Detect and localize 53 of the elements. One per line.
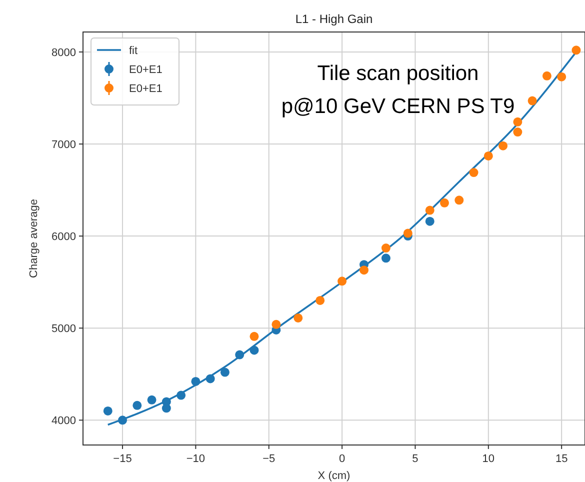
point [294,313,303,322]
point [235,350,244,360]
point [360,266,369,275]
y-tick-label: 5000 [52,323,76,336]
point [572,46,581,55]
point [403,228,412,238]
legend-label: fit [129,45,138,57]
point [454,196,464,205]
x-tick-label: −15 [113,453,132,465]
point [542,71,552,80]
x-tick-label: −5 [262,453,276,465]
point [132,400,142,410]
chart-title: L1 - High Gain [295,12,373,26]
point [557,72,566,82]
x-tick-label: 5 [412,453,418,465]
point [250,346,259,355]
point [425,216,434,226]
point [272,320,281,329]
y-tick-label: 7000 [52,139,76,152]
point [513,117,522,126]
annotation: p@10 GeV CERN PS T9 [281,95,515,118]
point [191,376,200,386]
point [103,406,112,416]
annotation: Tile scan position [317,62,479,85]
point [484,151,493,160]
point [381,254,390,263]
point [498,141,508,150]
y-tick-label: 8000 [52,46,76,59]
point [250,332,259,341]
x-tick-label: 15 [555,453,568,465]
point [381,244,390,253]
point [425,206,434,215]
y-tick-label: 4000 [52,415,76,428]
y-tick-label: 6000 [52,231,76,244]
x-tick-label: 0 [338,453,346,465]
x-axis-title: X (cm) [318,470,350,482]
point [469,168,478,178]
point [440,198,449,208]
point [338,276,347,286]
x-tick-label: 10 [482,453,495,465]
point [316,296,325,305]
point [147,395,156,404]
point [513,128,522,137]
point [118,416,128,425]
point [528,96,537,106]
point [162,404,171,413]
y-axis-title: Charge average [28,199,40,278]
point [220,368,230,377]
legend-label: E0+E1 [129,83,162,95]
x-tick-label: −10 [186,453,206,465]
point [176,390,186,400]
legend-label: E0+E1 [129,64,162,76]
point [206,374,215,384]
